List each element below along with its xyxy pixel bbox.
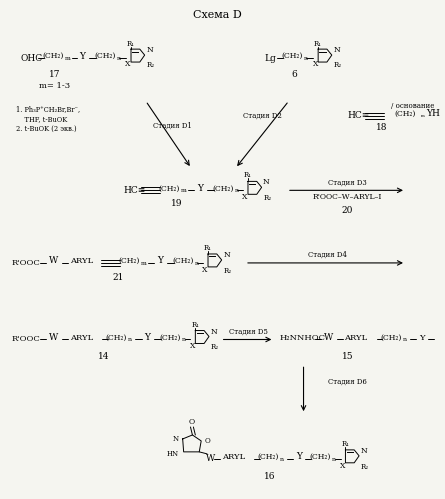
- Text: (CH₂): (CH₂): [94, 52, 115, 60]
- Text: 17: 17: [49, 70, 61, 79]
- Text: N: N: [360, 447, 367, 455]
- Text: HC≡: HC≡: [348, 111, 370, 120]
- Text: Стадия D5: Стадия D5: [229, 327, 267, 335]
- Text: m= 1-3: m= 1-3: [40, 82, 71, 90]
- Text: N: N: [223, 251, 230, 259]
- Text: OHC: OHC: [21, 53, 43, 62]
- Text: (CH₂): (CH₂): [281, 52, 303, 60]
- Text: m: m: [141, 261, 146, 266]
- Text: Y: Y: [145, 333, 150, 342]
- Text: X: X: [243, 193, 248, 201]
- Text: Y: Y: [197, 184, 203, 193]
- Text: 14: 14: [98, 352, 109, 361]
- Text: Lg: Lg: [264, 53, 276, 62]
- Text: 20: 20: [342, 206, 353, 215]
- Text: 1. Ph₃P⁺CH₂Br,Br⁻,: 1. Ph₃P⁺CH₂Br,Br⁻,: [16, 105, 80, 113]
- Text: (CH₂): (CH₂): [106, 333, 127, 341]
- Text: n: n: [403, 337, 407, 342]
- Text: m: m: [181, 188, 186, 193]
- Text: O: O: [188, 418, 194, 426]
- Text: R₁: R₁: [314, 40, 322, 48]
- Text: ₘ: ₘ: [421, 113, 425, 118]
- Text: X: X: [312, 60, 318, 68]
- Text: THF, t-BuOK: THF, t-BuOK: [16, 115, 67, 123]
- Text: Стадия D3: Стадия D3: [328, 178, 367, 186]
- Text: 2. t-BuOK (2 экв.): 2. t-BuOK (2 экв.): [16, 125, 77, 133]
- Text: n: n: [332, 457, 336, 462]
- Text: X: X: [340, 462, 345, 470]
- Text: n: n: [280, 457, 284, 462]
- Text: n: n: [128, 337, 132, 342]
- Text: N: N: [210, 327, 217, 335]
- Text: (CH₂): (CH₂): [159, 333, 181, 341]
- Text: X: X: [125, 60, 131, 68]
- Text: R'OOC: R'OOC: [11, 335, 40, 343]
- Text: N: N: [173, 435, 179, 443]
- Text: R₂: R₂: [334, 61, 342, 69]
- Text: R'OOC–W–ARYL–I: R'OOC–W–ARYL–I: [313, 193, 382, 201]
- Text: n: n: [235, 188, 239, 193]
- Text: (CH₂): (CH₂): [380, 333, 402, 341]
- Text: Y: Y: [295, 452, 302, 462]
- Text: 16: 16: [264, 472, 275, 481]
- Text: (CH₂): (CH₂): [394, 110, 416, 118]
- Text: R₁: R₁: [244, 172, 252, 180]
- Text: HC≡: HC≡: [123, 186, 146, 195]
- Text: R₁: R₁: [191, 320, 199, 328]
- Text: ARYL: ARYL: [70, 257, 93, 265]
- Text: X: X: [190, 342, 195, 350]
- Text: Стадия D6: Стадия D6: [328, 377, 367, 385]
- Text: N: N: [263, 178, 270, 186]
- Text: R₂: R₂: [211, 343, 219, 351]
- Text: R₂: R₂: [146, 61, 154, 69]
- Text: R₂: R₂: [263, 194, 271, 202]
- Text: W: W: [206, 454, 215, 464]
- Text: / основание: / основание: [391, 102, 435, 110]
- Text: (CH₂): (CH₂): [258, 453, 279, 461]
- Text: X: X: [202, 266, 208, 274]
- Text: ARYL: ARYL: [222, 453, 245, 461]
- Text: n: n: [182, 337, 186, 342]
- Text: R₂: R₂: [223, 267, 231, 275]
- Text: n: n: [194, 261, 198, 266]
- Text: n: n: [117, 56, 121, 61]
- Text: 19: 19: [171, 199, 182, 208]
- Text: YH: YH: [426, 109, 440, 118]
- Text: H₂NNHOC: H₂NNHOC: [279, 333, 325, 341]
- Text: R'OOC: R'OOC: [11, 259, 40, 267]
- Text: Y: Y: [419, 333, 424, 341]
- Text: Y: Y: [157, 256, 163, 265]
- Text: R₂: R₂: [361, 463, 369, 471]
- Text: W: W: [49, 256, 59, 265]
- Text: Стадия D2: Стадия D2: [243, 112, 282, 120]
- Text: (CH₂): (CH₂): [42, 52, 64, 60]
- Text: (CH₂): (CH₂): [118, 257, 140, 265]
- Text: n: n: [303, 56, 307, 61]
- Text: ARYL: ARYL: [344, 333, 368, 341]
- Text: m: m: [65, 56, 70, 61]
- Text: Стадия D1: Стадия D1: [153, 122, 191, 130]
- Text: 21: 21: [113, 273, 124, 282]
- Text: 15: 15: [342, 352, 353, 361]
- Text: ARYL: ARYL: [70, 333, 93, 341]
- Text: R₁: R₁: [204, 244, 212, 252]
- Text: Схема D: Схема D: [194, 10, 242, 20]
- Text: (CH₂): (CH₂): [172, 257, 194, 265]
- Text: 6: 6: [291, 70, 297, 79]
- Text: (CH₂): (CH₂): [309, 453, 331, 461]
- Text: HN: HN: [166, 450, 179, 458]
- Text: W: W: [324, 333, 333, 342]
- Text: (CH₂): (CH₂): [212, 184, 233, 192]
- Text: N: N: [146, 46, 153, 54]
- Text: (CH₂): (CH₂): [158, 184, 180, 192]
- Text: Y: Y: [79, 51, 85, 60]
- Text: N: N: [333, 46, 340, 54]
- Text: O: O: [205, 437, 211, 445]
- Text: W: W: [49, 333, 59, 342]
- Text: 18: 18: [376, 123, 387, 132]
- Text: R₁: R₁: [127, 40, 135, 48]
- Text: R₁: R₁: [341, 440, 349, 448]
- Text: Стадия D4: Стадия D4: [308, 251, 348, 259]
